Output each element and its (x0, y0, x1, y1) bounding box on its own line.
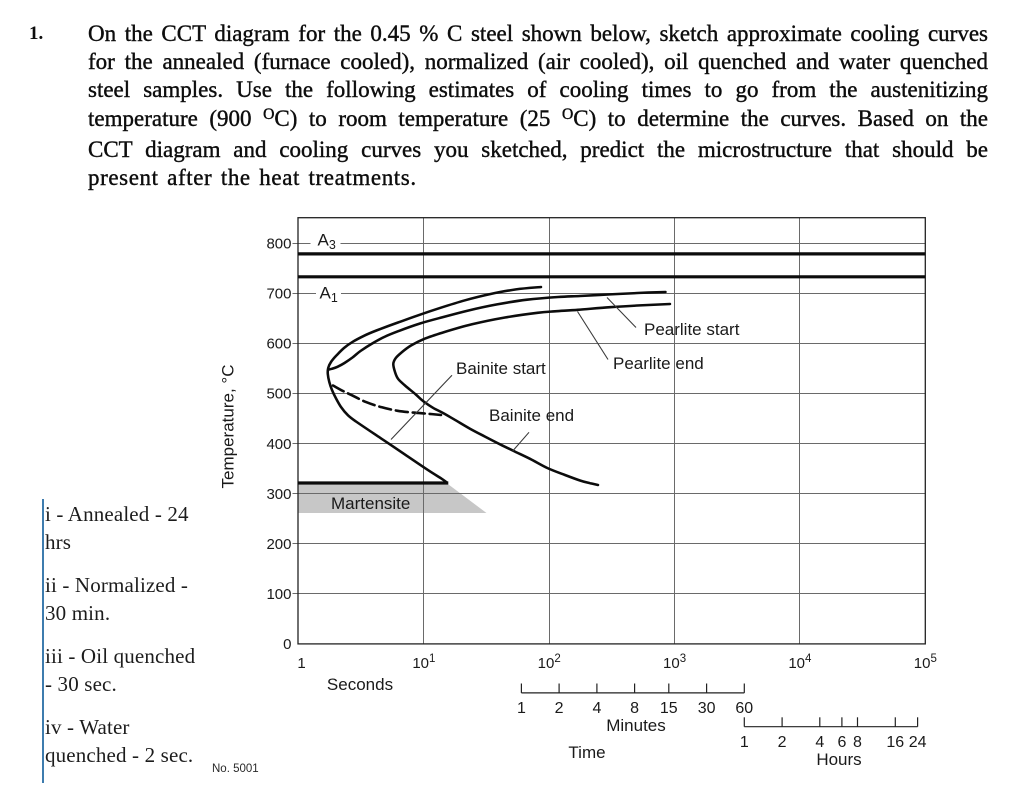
svg-text:A3: A3 (318, 231, 336, 253)
svg-text:700: 700 (266, 286, 291, 303)
svg-text:16: 16 (886, 734, 904, 751)
svg-text:100: 100 (266, 586, 291, 603)
svg-text:103: 103 (663, 653, 686, 672)
svg-text:Time: Time (568, 743, 605, 762)
svg-text:Minutes: Minutes (606, 716, 666, 735)
svg-text:4: 4 (815, 734, 824, 751)
svg-text:15: 15 (660, 700, 678, 717)
svg-text:400: 400 (266, 436, 291, 453)
svg-text:Bainite start: Bainite start (456, 359, 546, 378)
svg-text:6: 6 (837, 734, 846, 751)
svg-text:Martensite: Martensite (331, 494, 410, 513)
svg-text:200: 200 (266, 536, 291, 553)
svg-text:2: 2 (555, 700, 564, 717)
svg-text:1: 1 (297, 655, 305, 672)
svg-text:101: 101 (412, 653, 435, 672)
svg-text:600: 600 (266, 336, 291, 353)
svg-text:A1: A1 (320, 284, 338, 306)
svg-text:60: 60 (735, 700, 753, 717)
svg-text:104: 104 (788, 653, 812, 672)
svg-text:Pearlite start: Pearlite start (644, 320, 740, 339)
svg-text:102: 102 (538, 653, 561, 672)
svg-text:0: 0 (283, 636, 291, 653)
svg-text:Seconds: Seconds (327, 675, 393, 694)
svg-text:Hours: Hours (816, 750, 861, 769)
svg-text:8: 8 (630, 700, 639, 717)
svg-text:Pearlite end: Pearlite end (613, 354, 704, 373)
svg-text:2: 2 (778, 734, 787, 751)
svg-text:Bainite end: Bainite end (489, 406, 574, 425)
svg-text:30: 30 (698, 700, 716, 717)
svg-text:800: 800 (266, 235, 291, 252)
svg-text:Temperature, °C: Temperature, °C (219, 365, 238, 489)
svg-text:300: 300 (266, 486, 291, 503)
svg-text:24: 24 (909, 734, 927, 751)
svg-text:4: 4 (592, 700, 601, 717)
svg-text:1: 1 (740, 734, 749, 751)
svg-text:8: 8 (853, 734, 862, 751)
svg-text:1: 1 (517, 700, 526, 717)
svg-text:500: 500 (266, 386, 291, 403)
svg-text:105: 105 (914, 653, 937, 672)
